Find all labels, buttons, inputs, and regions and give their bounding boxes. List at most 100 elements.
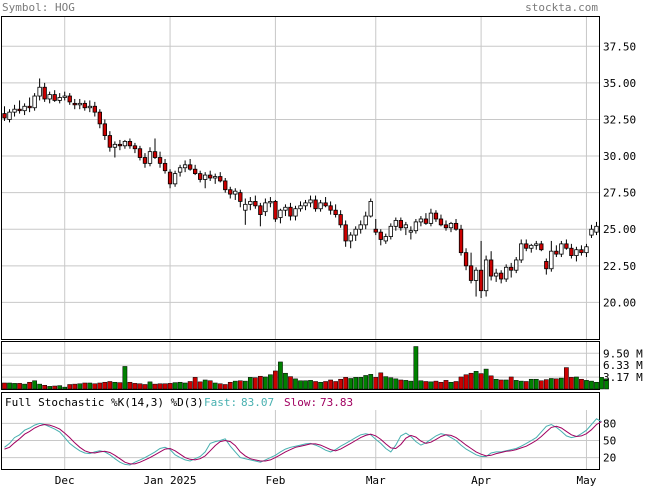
candle-body [2,113,7,119]
candle-body [157,157,163,164]
volume-bar [453,381,459,390]
volume-bar [137,383,143,390]
volume-bar [413,346,419,390]
volume-bar [132,383,138,390]
candle-body [413,221,419,232]
volume-bar [569,377,574,390]
volume-bar [227,381,233,390]
volume-bar [258,375,263,390]
volume-panel [1,341,600,390]
candle [303,199,308,211]
candle-body [423,218,429,224]
candle-body [589,228,594,236]
candle [308,195,313,208]
candle-body [398,220,403,229]
candle [358,220,363,234]
candle [509,262,514,278]
candle-body [348,234,353,242]
x-tick-label: Apr [471,474,491,486]
candle [569,243,574,259]
volume-bar [112,381,118,390]
candle [77,98,82,110]
candle-body [383,236,388,242]
price-tick-label: 22.50 [603,260,636,273]
candle [47,91,52,104]
candle [243,198,248,225]
candle [493,268,499,282]
candle-body [67,95,72,103]
candle [2,106,7,121]
candle-body [208,174,213,179]
volume-bar [488,375,494,390]
candle-body [77,102,82,106]
candle [218,172,223,183]
volume-bar [338,378,343,390]
candle [147,147,153,167]
volume-bar [117,382,123,390]
volume-bar [303,380,308,390]
candle-body [238,192,243,202]
candle-body [263,202,268,213]
candle-body [167,171,173,185]
candle-body [478,269,484,292]
candle-body [574,249,579,256]
candle [213,173,218,184]
volume-bar [217,383,223,390]
price-tick-label: 37.50 [603,40,636,53]
candle [17,100,22,114]
candle-body [223,180,228,191]
volume-bar [237,380,243,390]
candle-body [493,272,499,277]
candle [137,145,143,161]
candle-body [288,206,293,217]
candle-body [62,95,67,98]
candle-body [343,224,348,242]
candle [278,208,283,224]
candle-body [253,201,258,207]
candle-body [268,201,273,204]
candle-body [52,94,57,101]
candle-body [564,243,569,249]
candle-body [127,141,133,147]
volume-bar [278,361,283,390]
volume-bar [232,380,238,390]
candle [544,258,549,275]
stochastic-lines [4,418,602,466]
candle-body [17,108,22,112]
volume-bar [388,377,394,390]
candle-body [559,243,564,255]
candle [208,170,213,181]
candle [152,138,158,159]
volume-bar [263,376,268,390]
volume-bar [37,383,42,390]
candle-body [514,259,519,271]
candle [157,151,163,168]
volume-bar [142,384,148,390]
volume-bar [47,386,53,390]
fast-value: 83.07 [241,396,274,409]
volume-bar [52,385,58,390]
volume-tick-label: 6.33 M [603,359,643,372]
candle-body [579,249,584,254]
candle [223,178,228,193]
candle [433,210,439,222]
candle-body [308,199,313,204]
candle [428,208,434,227]
volume-bar [57,385,63,390]
candle [378,229,383,246]
candle [318,199,323,212]
candle [488,251,494,281]
candle [42,82,47,102]
candle-body [408,230,414,233]
volume-bar [97,382,103,390]
x-axis-labels: Dec Jan 2025 Feb Mar Apr May [55,474,597,486]
candle [32,93,37,111]
candle-body [443,224,449,229]
site-label: stockta.com [525,1,598,14]
volume-bar [483,368,489,390]
candle [82,100,87,111]
price-panel [1,16,600,340]
candle [418,216,424,227]
price-tick-label: 27.50 [603,187,636,200]
